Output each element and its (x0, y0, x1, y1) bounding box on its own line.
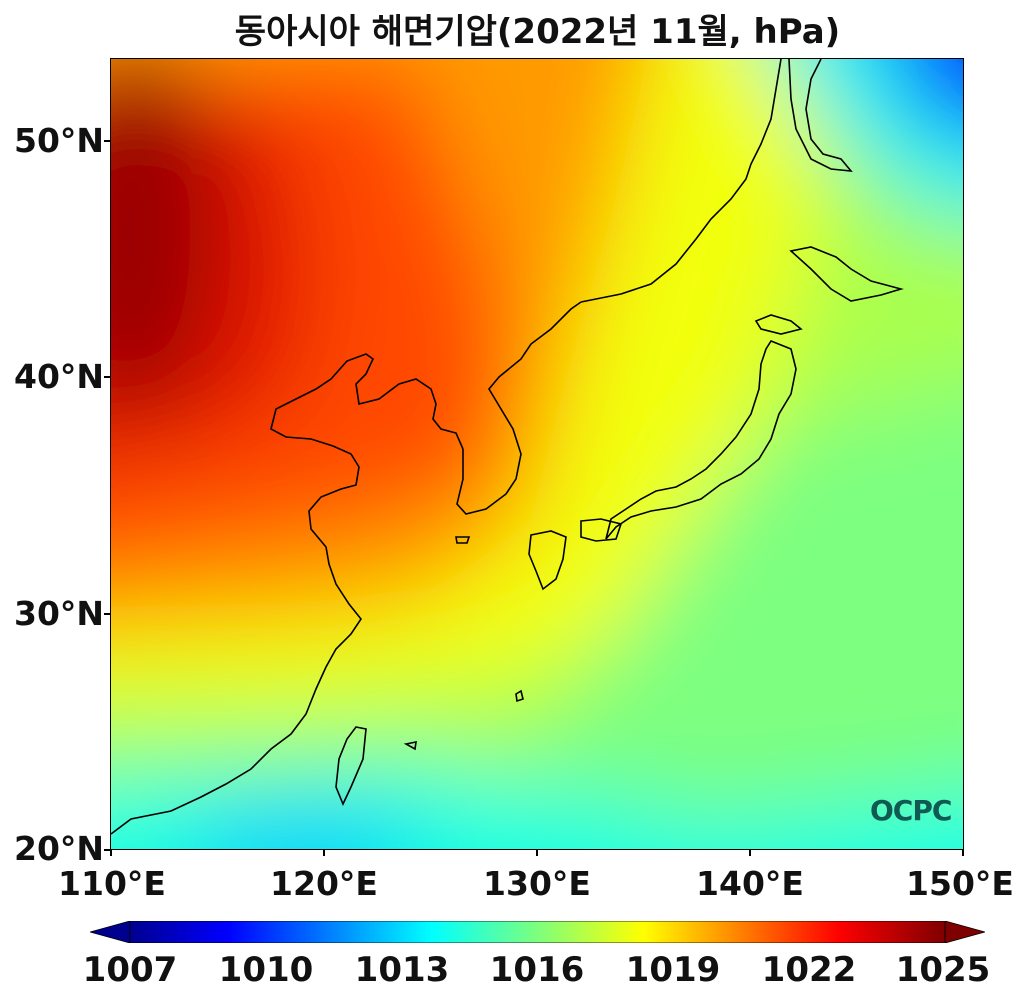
colorbar-tick-1016: 1016 (489, 950, 585, 990)
lat-label-40n: 40°N (14, 357, 105, 396)
lon-label-130e: 130°E (483, 864, 591, 903)
colorbar-tick-1025: 1025 (895, 950, 991, 990)
lat-tick-50n (104, 140, 110, 142)
coastlines (111, 59, 904, 835)
lon-label-140e: 140°E (696, 864, 804, 903)
colorbar-tick-1013: 1013 (354, 950, 450, 990)
lon-label-110e: 110°E (58, 864, 166, 903)
ocpc-logo: OCPC (870, 794, 952, 827)
map-title: 동아시아 해면기압(2022년 11월, hPa) (234, 12, 841, 52)
colorbar-tick-1007: 1007 (82, 950, 178, 990)
colorbar-tick-1010: 1010 (218, 950, 314, 990)
lon-tick-130e (536, 850, 538, 856)
lat-tick-30n (104, 613, 110, 615)
lon-tick-140e (749, 850, 751, 856)
lon-tick-120e (323, 850, 325, 856)
colorbar (90, 921, 985, 943)
colorbar-tick-1019: 1019 (625, 950, 721, 990)
colorbar-extend-min (90, 921, 131, 943)
lon-tick-110e (110, 850, 112, 856)
pressure-map (110, 58, 964, 850)
lat-label-30n: 30°N (14, 594, 105, 633)
lon-label-150e: 150°E (906, 864, 1014, 903)
lat-tick-20n (104, 849, 110, 851)
lat-label-50n: 50°N (14, 121, 105, 160)
colorbar-tick-1022: 1022 (761, 950, 857, 990)
lon-label-120e: 120°E (270, 864, 378, 903)
pressure-field (111, 59, 963, 849)
colorbar-gradient (129, 921, 946, 943)
lat-tick-40n (104, 376, 110, 378)
colorbar-extend-max (944, 921, 985, 943)
lat-label-20n: 20°N (14, 829, 105, 868)
lon-tick-150e (962, 850, 964, 856)
